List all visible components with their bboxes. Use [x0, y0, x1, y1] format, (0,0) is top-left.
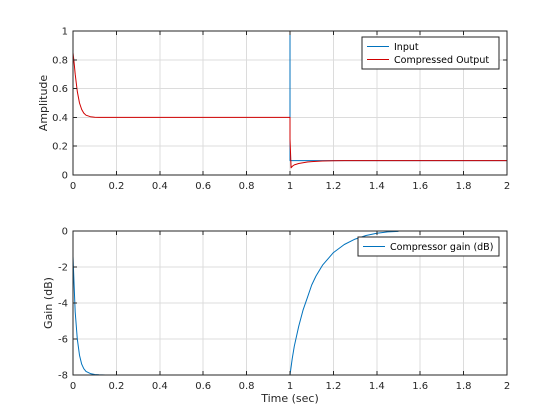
y-tick-label: 0	[62, 227, 68, 238]
x-tick-label: 0.2	[108, 181, 124, 192]
y-tick-label: -2	[58, 263, 68, 274]
legend: Input Compressed Output	[361, 36, 500, 70]
series-line-2-1	[72, 230, 399, 376]
y-axis-title: Gain (dB)	[42, 277, 55, 329]
y-tick-label: 1	[62, 27, 68, 38]
x-tick-label: 1	[287, 381, 293, 392]
legend-box	[361, 36, 500, 70]
y-tick-label: 0	[62, 171, 68, 182]
legend-label: Compressed Output	[394, 55, 489, 66]
x-tick-label: 1.8	[456, 381, 472, 392]
x-tick-label: 0.6	[195, 381, 211, 392]
series-line-1-2	[72, 52, 507, 169]
x-tick-label: 1	[287, 181, 293, 192]
y-tick-label: -8	[58, 371, 68, 382]
legend-label: Input	[394, 42, 419, 53]
x-tick-label: 2	[504, 381, 510, 392]
x-axis-title: Time (sec)	[260, 392, 319, 405]
x-tick-label: 0	[70, 381, 76, 392]
x-tick-label: 1.6	[412, 381, 428, 392]
y-tick-label: 0.6	[52, 84, 68, 95]
x-tick-label: 0.8	[239, 181, 255, 192]
y-tick-label: -6	[58, 335, 68, 346]
x-tick-label: 1.8	[456, 181, 472, 192]
x-tick-label: 1.2	[325, 381, 341, 392]
x-tick-label: 0	[70, 181, 76, 192]
x-tick-label: 0.2	[108, 381, 124, 392]
x-tick-label: 1.4	[369, 381, 385, 392]
x-tick-label: 1.4	[369, 181, 385, 192]
plots-container: 0 0.2 0.4 0.6 0.8 1 1.2 1.4 1.6 1.8 2 0 0.2 0.4 0.6 0.8…	[37, 27, 510, 406]
x-tick-label: 0.4	[152, 381, 168, 392]
legend-box	[357, 236, 500, 257]
y-tick-label: -4	[58, 299, 68, 310]
y-axis-title: Amplitude	[37, 75, 50, 132]
y-tick-label: 0.4	[52, 113, 68, 124]
x-tick-label: 0.6	[195, 181, 211, 192]
x-tick-label: 2	[504, 181, 510, 192]
y-tick-label: 0.2	[52, 142, 68, 153]
x-tick-label: 1.2	[325, 181, 341, 192]
axes-2: 0 0.2 0.4 0.6 0.8 1 1.2 1.4 1.6 1.8 2 -8 -6 -4 -2 0 Gain…	[42, 227, 510, 406]
axes-1: 0 0.2 0.4 0.6 0.8 1 1.2 1.4 1.6 1.8 2 0 0.2 0.4 0.6 0.8…	[37, 27, 510, 193]
y-tick-label: 0.8	[52, 55, 68, 66]
legend-label: Compressor gain (dB)	[390, 242, 493, 253]
x-tick-label: 0.4	[152, 181, 168, 192]
x-tick-label: 0.8	[239, 381, 255, 392]
legend: Compressor gain (dB)	[357, 236, 500, 257]
x-tick-label: 1.6	[412, 181, 428, 192]
